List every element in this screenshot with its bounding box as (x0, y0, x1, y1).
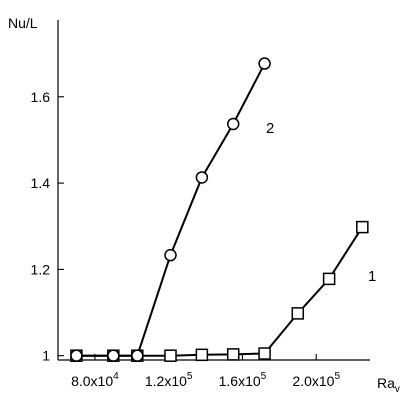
x-tick-mantissa: 1.2x10 (145, 373, 187, 389)
x-tick-label: 8.0x104 (71, 371, 119, 389)
series-2-point (258, 57, 271, 70)
series-2-line (76, 63, 266, 357)
x-tick-mantissa: 1.6x10 (219, 373, 261, 389)
x-tick-exponent: 5 (187, 371, 193, 382)
series-1-point (226, 348, 240, 361)
x-tick-label: 1.2x105 (145, 371, 193, 389)
series-1-point (291, 307, 305, 320)
series-2-point (195, 171, 209, 184)
y-tick-label: 1.4 (31, 175, 51, 191)
y-tick-label: 1.6 (31, 89, 51, 105)
ticks: 11.21.41.68.0x104 1.2x105 1.6x105 2.0x105 (31, 89, 341, 389)
series-label-1: 1 (368, 268, 376, 285)
series-2-point (164, 248, 177, 262)
series-2-point (70, 349, 83, 362)
x-tick-label: 1.6x105 (219, 371, 267, 389)
series-1-point (322, 272, 336, 286)
x-tick-exponent: 5 (261, 371, 267, 382)
x-tick-label: 2.0x105 (292, 371, 340, 389)
series-1-point (356, 220, 369, 234)
y-axis-title: Nu/L (8, 15, 38, 31)
x-tick-mantissa: 2.0x10 (292, 373, 334, 389)
x-tick-mantissa: 8.0x10 (71, 373, 113, 389)
y-tick-label: 1.2 (31, 261, 51, 277)
series-1-point (258, 347, 271, 360)
y-tick-label: 1 (42, 348, 50, 364)
labels-layer: Nu/L Rav (8, 15, 400, 395)
series-1 (70, 220, 369, 362)
series-2-point (131, 349, 144, 362)
series-1-line (76, 226, 364, 357)
x-axis-title: Rav (377, 375, 400, 395)
series-layer: 12 (70, 57, 376, 362)
series-2-point (107, 349, 120, 362)
series-2-point (226, 117, 240, 131)
series-label-2: 2 (266, 120, 274, 137)
x-tick-exponent: 5 (334, 371, 340, 382)
x-axis-title-main: Ra (377, 375, 395, 391)
x-tick-exponent: 4 (113, 371, 119, 382)
x-axis-title-sub: v (395, 384, 400, 395)
series-1-point (164, 349, 177, 362)
series-1-point (195, 348, 209, 362)
axes (57, 20, 370, 361)
series-2 (70, 57, 271, 362)
